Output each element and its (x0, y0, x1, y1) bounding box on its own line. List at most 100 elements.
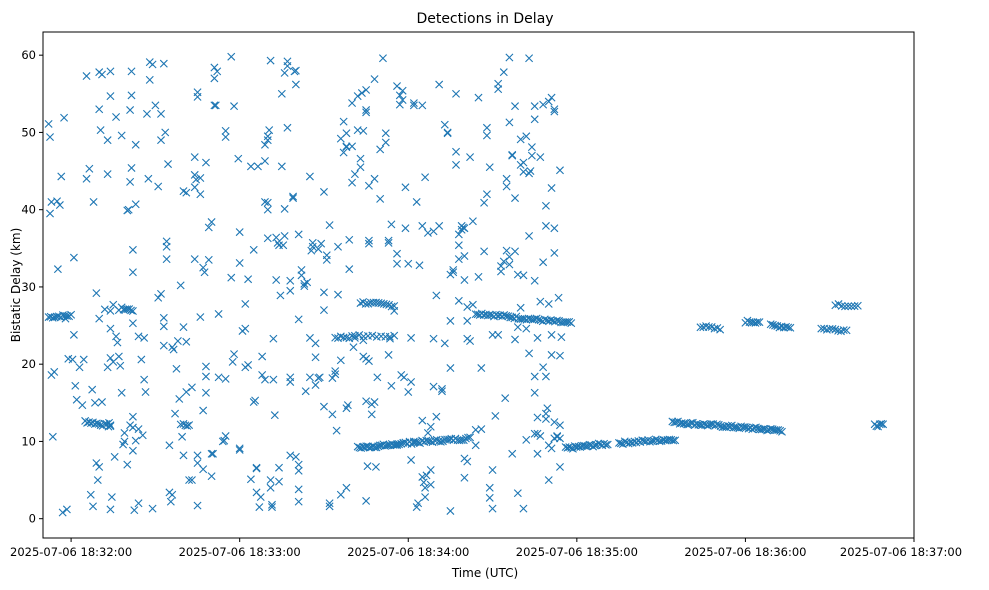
data-point (140, 333, 149, 342)
data-point (85, 164, 94, 173)
data-point (182, 188, 191, 197)
data-point (123, 460, 132, 469)
data-point (547, 330, 556, 339)
data-point (390, 301, 399, 310)
data-point (716, 325, 725, 334)
data-point (502, 246, 511, 255)
data-point (93, 476, 102, 485)
data-point (362, 106, 371, 115)
data-point (516, 303, 525, 312)
data-point (454, 296, 463, 305)
data-point (398, 95, 407, 104)
data-point (440, 120, 449, 129)
data-point (164, 160, 173, 169)
data-point (75, 363, 84, 372)
data-point (57, 172, 66, 181)
data-point (440, 339, 449, 348)
data-point (305, 373, 314, 382)
data-point (127, 91, 136, 100)
data-point (162, 255, 171, 264)
data-point (178, 432, 187, 441)
data-point (89, 197, 98, 206)
data-point (249, 245, 258, 254)
data-point (157, 109, 165, 118)
data-point (269, 375, 278, 384)
data-point (432, 412, 441, 421)
data-point (530, 115, 539, 124)
data-point (466, 433, 475, 442)
data-point (300, 282, 309, 291)
data-point (106, 306, 115, 315)
data-point (246, 475, 255, 484)
data-point (828, 324, 837, 333)
data-point (603, 440, 612, 449)
data-point (193, 501, 202, 510)
data-point (400, 373, 409, 382)
data-point (519, 158, 528, 167)
data-point (371, 462, 380, 471)
data-point (364, 181, 373, 190)
data-point (272, 233, 281, 242)
data-point (103, 170, 112, 179)
data-point (213, 67, 222, 76)
data-point (246, 162, 255, 171)
data-point (348, 99, 357, 108)
data-point (463, 303, 472, 312)
data-point (100, 419, 109, 428)
data-point (437, 384, 446, 393)
data-point (446, 364, 455, 373)
data-point (482, 190, 491, 199)
data-point (522, 324, 531, 333)
data-point (842, 326, 851, 335)
data-point (554, 293, 563, 302)
data-point (345, 265, 354, 274)
data-point (505, 53, 514, 62)
data-point (755, 318, 764, 327)
data-point (148, 60, 157, 69)
data-point (501, 394, 510, 403)
data-point (162, 242, 171, 251)
data-point (454, 241, 463, 250)
data-point (98, 398, 106, 407)
data-point (519, 167, 528, 176)
data-point (187, 476, 196, 485)
data-point (260, 140, 269, 149)
data-point (297, 271, 306, 280)
data-point (446, 506, 455, 515)
data-point (543, 404, 552, 413)
data-point (457, 436, 466, 445)
data-point (401, 224, 410, 233)
data-point (253, 162, 262, 171)
data-point (776, 426, 785, 435)
data-point (511, 335, 520, 344)
data-point (301, 387, 310, 396)
data-point (311, 381, 320, 390)
data-point (339, 148, 348, 157)
data-point (204, 223, 213, 232)
data-point (525, 54, 534, 63)
data-point (92, 419, 101, 428)
data-point (294, 466, 303, 475)
data-point (128, 319, 137, 328)
data-point (530, 429, 539, 438)
data-point (98, 70, 106, 79)
data-point (480, 198, 489, 207)
data-point (275, 241, 284, 250)
data-point (485, 493, 494, 502)
data-point (334, 242, 343, 251)
data-point (460, 275, 469, 284)
data-point (134, 332, 143, 341)
data-point (128, 412, 137, 421)
data-point (466, 153, 475, 162)
data-point (436, 437, 445, 446)
data-point (95, 462, 104, 471)
data-point (350, 333, 359, 342)
data-point (413, 438, 422, 447)
data-point (547, 444, 556, 453)
data-point (106, 324, 115, 333)
y-tick-label: 10 (21, 434, 36, 448)
data-point (276, 291, 285, 300)
data-point (127, 163, 136, 172)
data-point (176, 420, 185, 429)
data-point (204, 255, 213, 264)
